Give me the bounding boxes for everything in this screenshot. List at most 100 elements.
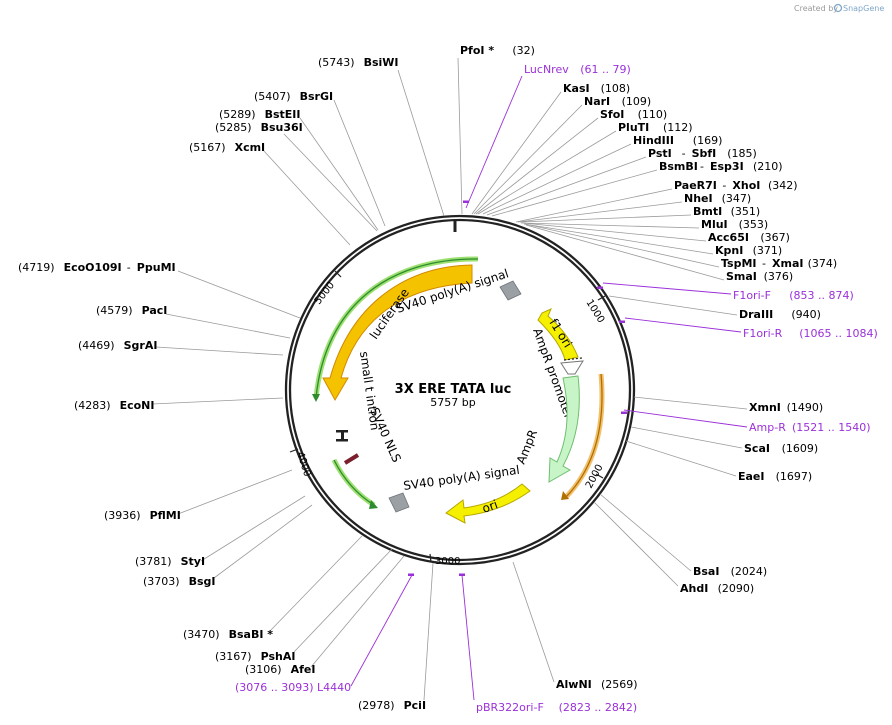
ori-label: ori <box>480 497 499 515</box>
tick-label-3000: 3000 <box>435 556 460 567</box>
site-label: XmnI (1490) <box>749 401 823 414</box>
site-connector-line <box>608 295 738 316</box>
site-connector-line <box>477 130 617 215</box>
site-label: (3167) PshAI <box>215 650 295 663</box>
site-enzyme-name: BsaBI * <box>229 628 274 641</box>
sv40-nls-label: SV40 NLS <box>367 406 403 465</box>
site-position: (1490) <box>787 401 824 414</box>
site-connector-line <box>471 91 562 215</box>
site-label: AlwNI (2569) <box>556 678 638 691</box>
site-connector-line <box>200 495 306 562</box>
site-connector-line <box>165 313 291 339</box>
site-label: PluTI (112) <box>618 121 693 134</box>
site-label: (3781) StyI <box>135 555 205 568</box>
site-enzyme-name: AhdI <box>680 582 708 595</box>
primer-range: (1521 .. 1540) <box>792 421 871 434</box>
site-label: (4283) EcoNI <box>74 399 154 412</box>
site-label: KasI (108) <box>563 82 630 95</box>
site-label: (4469) SgrAI <box>78 339 157 352</box>
primer-range: (853 .. 874) <box>789 289 854 302</box>
site-position: (5289) <box>219 108 256 121</box>
backbone <box>284 214 636 566</box>
site-enzyme-name-2: XmaI <box>772 257 803 270</box>
site-enzyme-name: EcoO109I <box>64 261 122 274</box>
site-label: AhdI (2090) <box>680 582 754 595</box>
primer-connector-line <box>624 317 742 333</box>
site-connector-line <box>519 214 692 223</box>
primer-name: L4440 <box>317 681 351 694</box>
site-position: (2569) <box>601 678 638 691</box>
site-position: (5743) <box>318 56 355 69</box>
site-connector-line <box>520 222 700 229</box>
luciferase-arc-head <box>312 394 320 402</box>
site-enzyme-name: ScaI <box>744 442 770 455</box>
primer-binding-mark <box>408 573 414 576</box>
site-label: NheI (347) <box>684 192 751 205</box>
site-enzyme-name: SfoI <box>600 108 624 121</box>
site-enzyme-name: EaeI <box>738 470 765 483</box>
site-position: (3167) <box>215 650 252 663</box>
site-position: (210) <box>753 160 783 173</box>
site-connector-line <box>213 504 313 579</box>
site-position: (353) <box>739 218 769 231</box>
site-connector-line <box>522 222 707 242</box>
site-connector-line <box>491 169 658 217</box>
site-enzyme-name: DraIII <box>739 308 773 321</box>
primer-name: F1ori-R <box>743 327 783 340</box>
site-enzyme-name: TspMI <box>721 257 757 270</box>
site-dash: - <box>700 160 704 173</box>
sv40-nls-marker <box>343 453 360 465</box>
primer-label: (3076 .. 3093) L4440 <box>235 681 351 694</box>
site-enzyme-name: PflMI <box>150 509 181 522</box>
site-label: (3106) AfeI <box>245 663 315 676</box>
site-position: (1697) <box>776 470 813 483</box>
site-position: (3470) <box>183 628 220 641</box>
site-enzyme-name: PacI <box>142 304 168 317</box>
site-enzyme-name: EcoNI <box>120 399 155 412</box>
site-enzyme-name: AlwNI <box>556 678 592 691</box>
site-label: PfoI * (32) <box>460 44 535 57</box>
primer-name: LucNrev <box>524 63 569 76</box>
primer-name: Amp-R <box>749 421 786 434</box>
primer-binding-mark <box>619 320 625 323</box>
site-connector-line <box>268 535 363 633</box>
site-label: (3703) BsgI <box>143 575 216 588</box>
site-label: (4719) EcoO109I - PpuMI <box>18 261 176 274</box>
site-position: (110) <box>638 108 668 121</box>
site-connector-line <box>475 117 599 215</box>
site-connector-line <box>524 223 720 268</box>
site-dash: - <box>722 179 726 192</box>
primer-connector-line <box>461 574 475 701</box>
site-position: (3106) <box>245 663 282 676</box>
site-enzyme-name: Acc65I <box>708 231 749 244</box>
site-connector-line <box>263 150 351 246</box>
site-label: TspMI - XmaI (374) <box>721 257 837 270</box>
site-label: ScaI (1609) <box>744 442 818 455</box>
site-connector-line <box>333 99 386 227</box>
site-connectors <box>151 57 748 701</box>
primer-connector-line <box>350 574 413 687</box>
site-connector-line <box>177 469 293 515</box>
site-label: (5289) BstEII <box>219 108 300 121</box>
site-enzyme-name: PciI <box>404 699 426 712</box>
tick-marks <box>289 270 606 563</box>
site-label: BsmBI - Esp3I (210) <box>659 160 783 173</box>
site-enzyme-name: NarI <box>584 95 610 108</box>
primer-binding-mark <box>459 573 465 576</box>
site-position: (2978) <box>358 699 395 712</box>
site-enzyme-name: HindIII <box>633 134 674 147</box>
site-label: (4579) PacI <box>96 304 167 317</box>
site-connector-line <box>397 69 445 217</box>
feature-ori: ori <box>445 483 531 524</box>
site-enzyme-name: SmaI <box>726 270 757 283</box>
site-enzyme-name: XcmI <box>235 141 266 154</box>
primer-label: F1ori-F (853 .. 874) <box>733 289 854 302</box>
primer-range: (61 .. 79) <box>580 63 631 76</box>
site-connector-line <box>457 57 463 215</box>
site-dash: - <box>127 261 131 274</box>
primer-label: LucNrev (61 .. 79) <box>524 63 631 76</box>
site-connector-line <box>482 143 632 215</box>
primer-binding-mark <box>463 200 469 203</box>
site-label: Acc65I (367) <box>708 231 790 244</box>
